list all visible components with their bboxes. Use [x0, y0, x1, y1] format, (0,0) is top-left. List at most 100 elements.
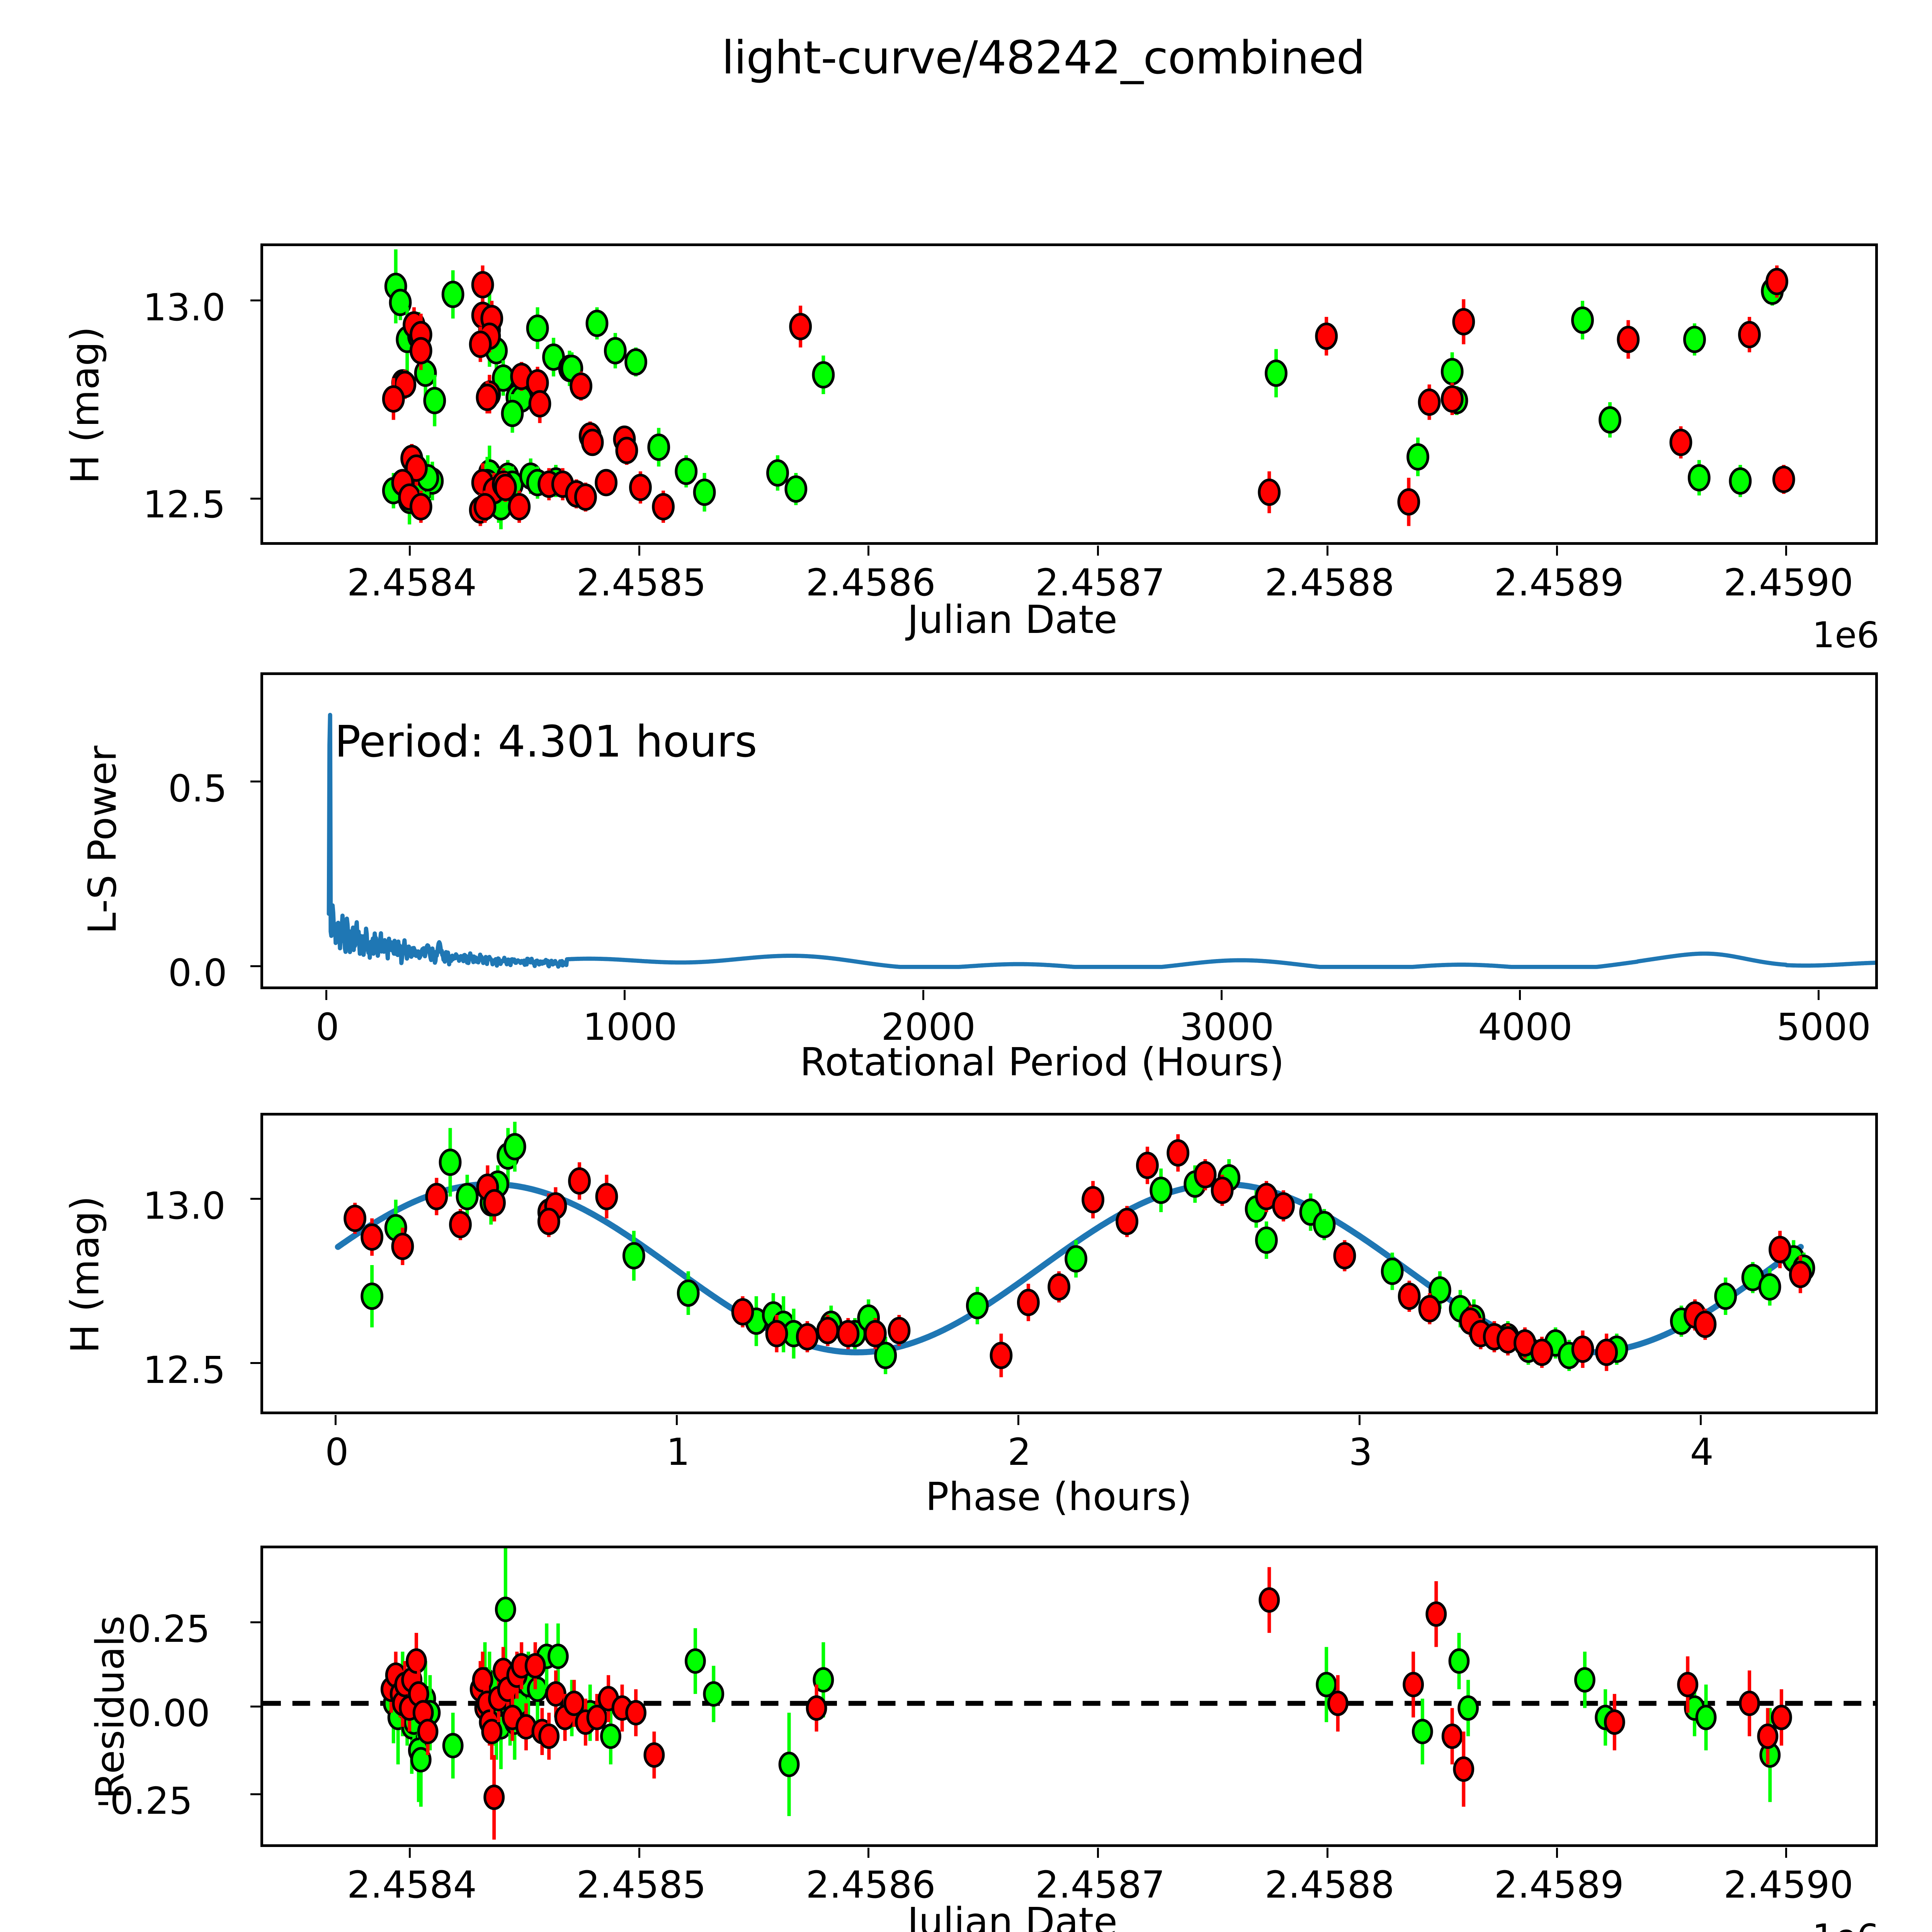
data-point [441, 270, 464, 319]
data-point [456, 1175, 479, 1219]
data-point [570, 371, 592, 401]
data-point [483, 1755, 505, 1840]
data-point [864, 1318, 887, 1349]
data-point [675, 455, 698, 488]
residuals-ytickmark-neg025 [250, 1793, 260, 1795]
periodogram-x-tickmark-0 [325, 990, 327, 1000]
residuals-ylabel: Residuals [87, 1616, 133, 1799]
data-point [595, 1175, 618, 1219]
residuals-x-ticklabel-0: 2.4584 [347, 1863, 477, 1906]
data-point [476, 381, 499, 413]
data-point [622, 1231, 645, 1281]
data-point [473, 490, 497, 523]
data-point [1048, 1271, 1070, 1303]
data-point [481, 1703, 503, 1760]
lightcurve-ytick-13: 13.0 [143, 286, 226, 329]
data-point [1381, 1252, 1404, 1290]
data-point [1258, 471, 1281, 514]
data-point [604, 333, 627, 369]
data-point [766, 455, 789, 491]
residuals-ytickmark-025 [250, 1621, 260, 1623]
data-point [1738, 317, 1761, 352]
data-point [585, 307, 609, 340]
data-point [361, 1265, 384, 1328]
lightcurve-x-ticklabel-1: 2.4585 [576, 561, 706, 604]
lightcurve-x-tickmark-2 [867, 546, 870, 556]
residuals-ytick-025: 0.25 [128, 1607, 210, 1651]
data-point [1687, 460, 1711, 496]
data-point [1428, 1271, 1451, 1309]
data-point [1398, 1281, 1421, 1312]
data-point [1441, 1708, 1463, 1765]
data-point [1695, 1684, 1717, 1750]
phasefold-ytick-13: 13.0 [143, 1184, 226, 1228]
periodogram-ytickmark-00 [250, 965, 260, 967]
data-point [629, 471, 652, 504]
data-point [1194, 1159, 1217, 1190]
data-point [1397, 478, 1420, 526]
data-point [391, 1228, 414, 1265]
data-point [409, 331, 432, 370]
residuals-x-tickmark-2 [867, 1848, 870, 1858]
residuals-ytick-000: 0.00 [128, 1692, 210, 1735]
data-point [1150, 1168, 1173, 1212]
data-point [409, 490, 432, 523]
data-point [1574, 1651, 1595, 1708]
panel-periodogram [260, 672, 1878, 989]
data-point [344, 1202, 367, 1234]
lightcurve-x-ticklabel-6: 2.4590 [1723, 561, 1854, 604]
data-point [439, 1128, 462, 1197]
data-point [1255, 1181, 1278, 1212]
data-point [528, 384, 551, 423]
phasefold-x-tickmark-1 [676, 1415, 678, 1425]
phasefold-x-ticklabel-2: 2 [1007, 1430, 1031, 1474]
data-point [966, 1287, 989, 1325]
data-point [495, 1548, 516, 1671]
data-point [1452, 299, 1475, 344]
data-point [1255, 1221, 1278, 1259]
data-point [789, 306, 812, 348]
figure-title: light-curve/48242_combined [721, 31, 1366, 84]
lightcurve-x-ticklabel-5: 2.4589 [1494, 561, 1624, 604]
data-point [624, 347, 647, 377]
data-point [595, 469, 618, 497]
lightcurve-ylabel: H (mag) [62, 326, 108, 484]
residuals-x-tickmark-1 [638, 1848, 640, 1858]
residuals-x-ticklabel-5: 2.4589 [1494, 1863, 1624, 1906]
data-point [449, 1209, 472, 1240]
lightcurve-plot-area [382, 249, 1795, 529]
periodogram-x-tickmark-1 [624, 990, 626, 1000]
lightcurve-ytickmark-125 [250, 498, 260, 500]
data-point [874, 1337, 897, 1374]
phasefold-x-ticklabel-1: 1 [666, 1430, 690, 1474]
data-point [1458, 1680, 1479, 1736]
data-point [1453, 1731, 1475, 1807]
phasefold-ytick-125: 12.5 [143, 1349, 226, 1392]
data-point [1315, 317, 1338, 356]
data-point [837, 1318, 860, 1349]
data-point [537, 1206, 560, 1237]
data-point [1448, 1633, 1470, 1689]
data-point [1418, 384, 1441, 420]
data-point [778, 1713, 800, 1816]
data-point [581, 429, 604, 456]
data-point [547, 1623, 569, 1689]
data-point [693, 473, 716, 512]
data-point [765, 1315, 788, 1352]
data-point [1757, 1708, 1779, 1765]
residuals-x-ticklabel-6: 2.4590 [1723, 1863, 1854, 1906]
data-point [1604, 1694, 1625, 1750]
data-point [1313, 1209, 1336, 1240]
data-point [382, 378, 405, 420]
data-point [563, 1680, 585, 1727]
phasefold-plot-area [335, 1122, 1815, 1378]
phasefold-xlabel: Phase (hours) [925, 1474, 1192, 1519]
data-point [389, 284, 412, 320]
lightcurve-x-offset-label: 1e6 [1812, 614, 1879, 656]
phasefold-x-tickmark-0 [335, 1415, 337, 1425]
data-point [1729, 465, 1752, 497]
periodogram-x-ticklabel-4: 4000 [1478, 1005, 1573, 1049]
lightcurve-x-tickmark-6 [1785, 546, 1787, 556]
residuals-x-ticklabel-3: 2.4587 [1035, 1863, 1165, 1906]
phasefold-x-ticklabel-4: 4 [1690, 1430, 1714, 1474]
